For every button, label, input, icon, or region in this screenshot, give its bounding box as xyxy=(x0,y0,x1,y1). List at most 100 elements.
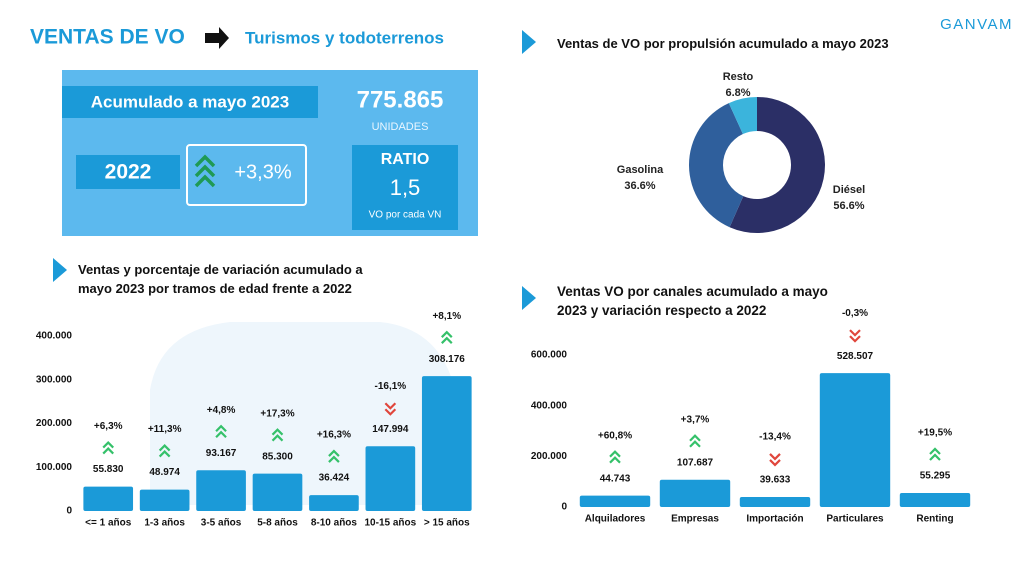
page-title: VENTAS DE VO xyxy=(30,26,185,49)
x-tick-label: 5-8 años xyxy=(257,518,298,529)
x-tick-label: 3-5 años xyxy=(201,518,242,529)
y-tick-label: 400.000 xyxy=(36,331,73,342)
pie-slice xyxy=(729,97,825,233)
bar xyxy=(899,492,971,507)
value-label: 107.687 xyxy=(677,457,714,468)
variation-arrow xyxy=(215,424,227,439)
slice-value: 56.6% xyxy=(833,200,864,212)
y-tick-label: 600.000 xyxy=(531,350,568,361)
change-box xyxy=(186,144,307,206)
slice-value: 6.8% xyxy=(725,87,750,99)
x-tick-label: <= 1 años xyxy=(85,518,132,529)
x-tick-label: Alquiladores xyxy=(585,514,646,525)
y-tick-label: 200.000 xyxy=(531,451,568,462)
value-label: 55.295 xyxy=(920,471,951,482)
section-marker xyxy=(53,258,67,282)
bar xyxy=(139,489,190,511)
brand: GANVAM xyxy=(940,16,1013,33)
ratio-value: 1,5 xyxy=(390,175,421,200)
x-tick-label: Empresas xyxy=(671,514,719,525)
variation-label: -0,3% xyxy=(842,308,868,319)
variation-label: +17,3% xyxy=(260,408,294,419)
value-label: 39.633 xyxy=(760,475,791,486)
value-label: 48.974 xyxy=(149,467,180,478)
year: 2022 xyxy=(105,161,152,184)
value-label: 528.507 xyxy=(837,351,874,362)
kpi-label: Acumulado a mayo 2023 xyxy=(91,92,289,111)
x-tick-label: 8-10 años xyxy=(311,518,358,529)
kpi-value: 775.865 xyxy=(357,86,444,113)
y-tick-label: 100.000 xyxy=(36,462,73,473)
arrow-icon xyxy=(205,27,229,49)
variation-arrow xyxy=(769,453,781,467)
value-label: 308.176 xyxy=(429,354,466,365)
bar xyxy=(421,376,472,511)
variation-arrow xyxy=(609,450,621,464)
bar xyxy=(739,496,811,507)
x-tick-label: 1-3 años xyxy=(144,518,185,529)
variation-label: +19,5% xyxy=(918,428,952,439)
variation-arrow xyxy=(929,447,941,461)
change: +3,3% xyxy=(234,161,291,183)
value-label: 85.300 xyxy=(262,451,293,462)
value-label: 93.167 xyxy=(206,448,237,459)
variation-arrow xyxy=(384,402,397,416)
pie-slice xyxy=(689,103,744,228)
chart-title: Ventas y porcentaje de variación acumula… xyxy=(78,262,363,296)
slice-label: Gasolina xyxy=(617,164,664,176)
year-box xyxy=(76,155,180,189)
variation-arrow xyxy=(328,449,340,463)
bar xyxy=(819,373,891,507)
slice-label: Resto xyxy=(723,71,754,83)
kpi-label-box xyxy=(62,86,318,118)
slice-value: 36.6% xyxy=(624,180,655,192)
y-tick-label: 0 xyxy=(66,506,72,517)
variation-label: +3,7% xyxy=(681,414,710,425)
variation-arrow xyxy=(271,428,284,442)
variation-label: +6,3% xyxy=(94,421,123,432)
y-tick-label: 300.000 xyxy=(36,374,73,385)
value-label: 55.830 xyxy=(93,464,124,475)
bar xyxy=(579,495,651,507)
kpi-unit: UNIDADES xyxy=(372,121,429,133)
bar xyxy=(83,486,134,511)
variation-label: +11,3% xyxy=(148,424,182,435)
x-tick-label: Renting xyxy=(916,514,953,525)
x-tick-label: 10-15 años xyxy=(365,518,417,529)
variation-arrow xyxy=(441,330,453,344)
y-tick-label: 200.000 xyxy=(36,418,73,429)
x-tick-label: Importación xyxy=(746,514,803,525)
bar xyxy=(309,495,359,511)
variation-arrow xyxy=(102,441,114,455)
chart-title: Ventas de VO por propulsión acumulado a … xyxy=(557,36,889,51)
bar xyxy=(196,470,246,511)
ratio-note: VO por cada VN xyxy=(369,210,442,221)
value-label: 147.994 xyxy=(372,424,409,435)
chart-title: Ventas VO por canales acumulado a mayo 2… xyxy=(557,284,828,318)
x-tick-label: > 15 años xyxy=(424,518,470,529)
variation-label: +60,8% xyxy=(598,430,632,441)
variation-label: +16,3% xyxy=(317,430,351,441)
page-subtitle: Turismos y todoterrenos xyxy=(245,28,444,47)
pie-slice xyxy=(728,97,757,135)
ratio-box xyxy=(352,145,458,230)
variation-arrow xyxy=(689,434,701,448)
variation-label: +4,8% xyxy=(207,405,236,416)
value-label: 36.424 xyxy=(319,473,350,484)
y-tick-label: 0 xyxy=(561,502,567,513)
section-marker xyxy=(522,286,536,310)
variation-label: -13,4% xyxy=(759,432,791,443)
bar xyxy=(252,473,303,511)
variation-arrow xyxy=(849,329,861,343)
variation-arrow xyxy=(158,444,171,458)
bar xyxy=(659,479,731,507)
slice-label: Diésel xyxy=(833,184,865,196)
variation-label: -16,1% xyxy=(375,381,407,392)
x-tick-label: Particulares xyxy=(826,514,884,525)
section-marker xyxy=(522,30,536,54)
change-icon xyxy=(194,154,216,188)
y-tick-label: 400.000 xyxy=(531,400,568,411)
bar xyxy=(365,446,416,511)
